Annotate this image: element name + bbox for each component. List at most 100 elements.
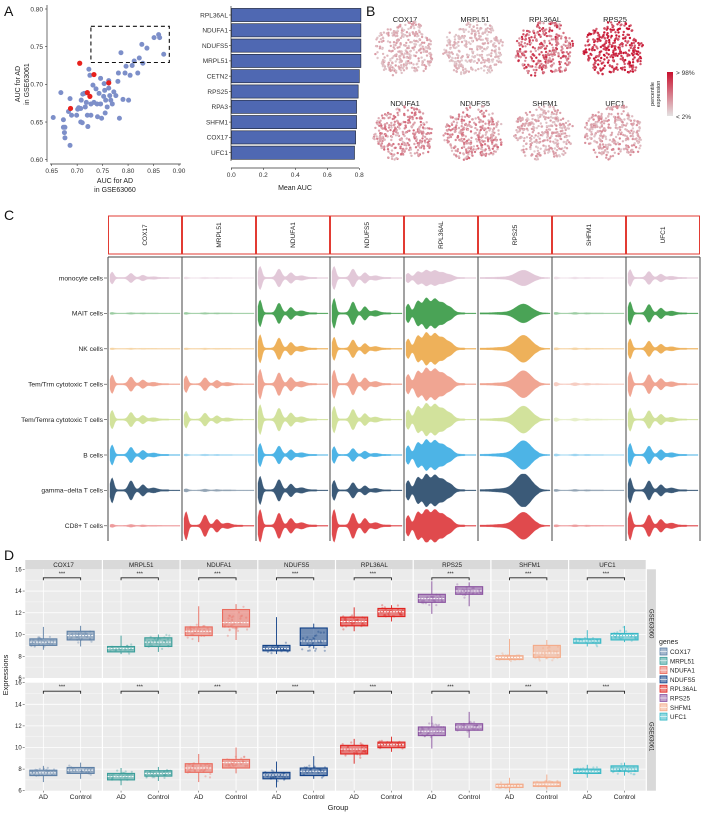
facet-strip-label: RPL36AL	[361, 562, 388, 569]
tsne-cell	[469, 60, 472, 63]
facet-strip-label: RPS25	[442, 562, 462, 569]
jitter-point	[128, 652, 131, 655]
gene-header-label: RPL36AL	[438, 221, 445, 249]
highlighted-point	[67, 105, 74, 112]
tsne-cell	[476, 23, 479, 27]
tsne-cell	[604, 117, 608, 120]
tsne-cell	[605, 56, 609, 59]
tsne-cell	[421, 137, 424, 140]
tsne-cell	[419, 24, 423, 27]
tsne-cell	[386, 40, 390, 43]
tsne-cell	[477, 147, 480, 150]
tsne-cell	[471, 52, 475, 55]
tsne-cell	[518, 49, 522, 53]
tsne-cell	[524, 111, 528, 115]
tsne-cell	[531, 121, 534, 124]
tsne-cell	[476, 61, 479, 65]
tsne-cell	[537, 33, 541, 36]
tsne-cell	[454, 57, 457, 60]
tsne-cell	[484, 122, 487, 125]
tsne-cell	[622, 33, 625, 37]
tsne-cell	[596, 130, 599, 133]
tsne-cell	[591, 128, 594, 131]
tsne-cell	[408, 34, 411, 37]
tsne-cell	[408, 61, 412, 65]
tsne-plot-ndufa1	[372, 105, 433, 161]
tsne-cell	[390, 135, 394, 139]
legend-label: RPS25	[670, 696, 690, 703]
violin	[627, 269, 699, 287]
tsne-cell	[393, 129, 396, 132]
tsne-cell	[414, 54, 417, 58]
tsne-cell	[376, 51, 379, 54]
tsne-cell	[415, 39, 418, 43]
dataset-strip	[646, 569, 656, 678]
jitter-point	[195, 623, 198, 626]
tsne-cell	[519, 55, 522, 59]
tsne-cell	[592, 57, 596, 60]
tsne-cell	[491, 120, 495, 123]
tsne-cell	[481, 120, 485, 123]
tsne-cell	[540, 28, 544, 31]
tsne-cell	[556, 109, 559, 112]
tsne-cell	[534, 65, 537, 69]
tsne-cell	[559, 118, 563, 122]
tsne-cell	[406, 142, 409, 145]
scatter-point	[108, 97, 114, 103]
tsne-cell	[443, 48, 446, 51]
legend-label: SHFM1	[670, 705, 692, 712]
tsne-cell	[479, 38, 483, 41]
tsne-cell	[396, 131, 399, 135]
tsne-cell	[491, 118, 494, 121]
scatter-point	[98, 101, 104, 107]
tsne-cell	[535, 126, 539, 130]
tsne-cell	[485, 131, 488, 134]
scatter-point	[98, 75, 104, 81]
tsne-cell	[404, 23, 407, 27]
tsne-cell	[609, 30, 613, 34]
tsne-cell	[453, 153, 456, 156]
jitter-point	[463, 596, 466, 599]
tsne-cell	[616, 112, 620, 116]
jitter-point	[38, 767, 41, 770]
tsne-cell	[402, 35, 405, 38]
highlighted-point	[77, 60, 83, 66]
cell-type-label: B cells	[83, 452, 103, 459]
tsne-cell	[481, 112, 484, 116]
tsne-cell	[487, 30, 491, 34]
tsne-cell	[416, 148, 420, 152]
tsne-cell	[554, 131, 558, 134]
tsne-cell	[555, 47, 559, 51]
tsne-cell	[545, 125, 549, 128]
scatter-point	[86, 66, 92, 72]
tsne-cell	[392, 132, 395, 136]
tsne-cell	[625, 122, 629, 125]
tsne-cell	[544, 50, 548, 54]
significance-label: ***	[603, 685, 610, 691]
tsne-cell	[452, 69, 456, 72]
tsne-cell	[538, 137, 541, 140]
tsne-cell	[405, 41, 408, 45]
tsne-cell	[633, 144, 636, 147]
tsne-cell	[607, 48, 611, 52]
jitter-point	[351, 614, 354, 617]
tsne-cell	[559, 56, 563, 60]
violin	[479, 405, 551, 434]
jitter-point	[228, 628, 231, 631]
tsne-cell	[488, 27, 492, 31]
tsne-cell	[610, 54, 613, 57]
gene-header-box	[330, 215, 404, 255]
tsne-cell	[386, 135, 389, 138]
tsne-cell	[550, 111, 554, 114]
tsne-cell	[616, 68, 619, 72]
tsne-cell	[603, 58, 606, 61]
tsne-cell	[599, 45, 603, 49]
tsne-cell	[586, 35, 589, 39]
scatter-point	[91, 99, 97, 105]
tsne-cell	[602, 152, 605, 155]
y-tick-label: 8	[18, 654, 22, 660]
tsne-cell	[455, 155, 458, 158]
tsne-cell	[465, 69, 468, 73]
tsne-cell	[564, 62, 567, 65]
tsne-cell	[462, 30, 466, 33]
